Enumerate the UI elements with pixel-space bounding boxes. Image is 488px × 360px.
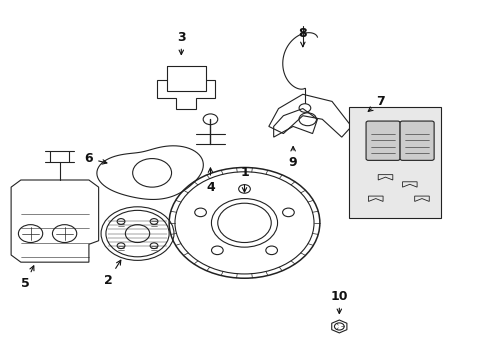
FancyBboxPatch shape [366, 121, 399, 160]
Text: 6: 6 [84, 152, 107, 165]
Text: 3: 3 [177, 31, 185, 54]
Text: 10: 10 [330, 289, 347, 314]
Text: 8: 8 [298, 27, 306, 46]
FancyBboxPatch shape [348, 107, 441, 217]
Text: 9: 9 [288, 147, 297, 168]
Text: 4: 4 [205, 168, 214, 194]
FancyBboxPatch shape [399, 121, 433, 160]
Text: 2: 2 [104, 260, 121, 287]
Text: 5: 5 [21, 266, 34, 290]
Text: 7: 7 [367, 95, 384, 111]
Text: 1: 1 [240, 166, 248, 192]
